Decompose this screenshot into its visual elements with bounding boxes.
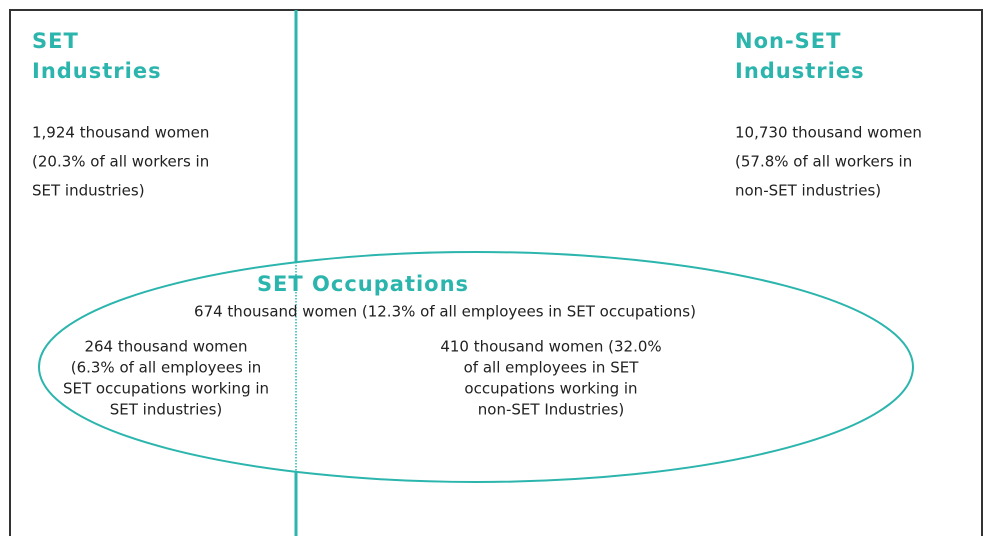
ellipse-left-body: (6.3% of all employees in [71, 359, 262, 377]
region-title: Industries [735, 59, 865, 83]
region-title: Non-SET [735, 29, 841, 53]
region-title: Industries [32, 59, 162, 83]
region-body: 1,924 thousand women [32, 124, 209, 142]
frame [9, 9, 983, 536]
region-body: (20.3% of all workers in [32, 153, 209, 171]
ellipse-summary: 674 thousand women (12.3% of all employe… [194, 303, 696, 321]
ellipse-right-body: of all employees in SET [464, 359, 640, 377]
region-title: SET [32, 29, 79, 53]
ellipse-left-body: SET occupations working in [63, 380, 269, 398]
ellipse-left-body: 264 thousand women [84, 338, 247, 356]
set-occupations-ellipse [38, 251, 914, 483]
content: SET Industries 1,924 thousand women (20.3% … [32, 29, 922, 419]
region-body: non-SET industries) [735, 182, 881, 200]
ellipse-title: SET Occupations [257, 272, 469, 296]
ellipse-left-body: SET industries) [110, 401, 223, 419]
ellipse-right-body: 410 thousand women (32.0% [440, 338, 661, 356]
region-body: SET industries) [32, 182, 145, 200]
ellipse-right-body: occupations working in [464, 380, 637, 398]
region-body: 10,730 thousand women [735, 124, 922, 142]
ellipse-right-body: non-SET Industries) [478, 401, 624, 419]
region-body: (57.8% of all workers in [735, 153, 912, 171]
